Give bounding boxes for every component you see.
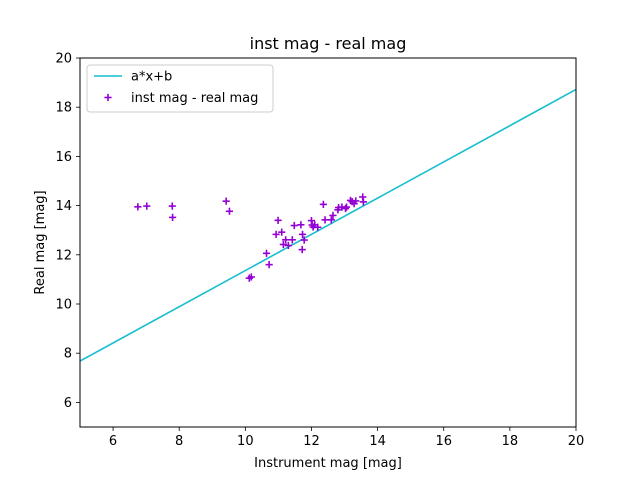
y-tick-label: 20 — [55, 52, 72, 67]
chart-title: inst mag - real mag — [250, 34, 407, 53]
data-point — [168, 213, 177, 222]
data-point — [297, 221, 305, 229]
x-tick-label: 14 — [369, 434, 386, 449]
data-point — [278, 228, 286, 236]
y-tick-label: 8 — [64, 347, 72, 362]
data-point — [298, 230, 307, 238]
data-point — [300, 236, 308, 244]
data-point — [288, 236, 296, 244]
y-tick-label: 12 — [55, 248, 72, 263]
x-axis-label: Instrument mag [mag] — [254, 456, 402, 471]
data-point — [290, 221, 298, 230]
x-tick-label: 20 — [568, 434, 585, 449]
data-point — [319, 200, 327, 208]
data-point — [225, 207, 234, 215]
legend: a*x+b inst mag - real mag — [86, 64, 274, 113]
x-tick-label: 18 — [502, 434, 519, 449]
data-point — [282, 236, 290, 244]
data-point — [284, 241, 292, 250]
data-point — [262, 249, 271, 257]
data-point — [321, 216, 329, 224]
data-point — [143, 202, 151, 210]
data-point — [272, 230, 280, 238]
legend-label-fit: a*x+b — [131, 70, 172, 85]
data-point — [359, 198, 367, 206]
y-tick-label: 6 — [64, 396, 72, 411]
data-point — [341, 204, 350, 213]
plot-frame — [79, 57, 577, 428]
fit-line — [80, 88, 576, 362]
x-tick-label: 16 — [435, 434, 452, 449]
x-tick-label: 10 — [237, 434, 254, 449]
x-tick-label: 12 — [303, 434, 320, 449]
y-tick-label: 10 — [55, 298, 72, 313]
data-point — [274, 216, 282, 224]
data-point — [279, 240, 287, 249]
y-tick-label: 16 — [55, 150, 72, 165]
axis-ticks: 6 8 10 12 14 16 18 20 6 8 10 12 14 16 18 20 — [55, 52, 584, 450]
y-tick-label: 14 — [55, 199, 72, 214]
y-axis-label: Real mag [mag] — [33, 190, 48, 294]
data-point — [168, 202, 176, 210]
data-point — [327, 216, 335, 224]
data-point — [329, 211, 337, 220]
legend-label-data: inst mag - real mag — [131, 91, 258, 106]
data-point — [342, 203, 351, 211]
legend-marker-swatch — [104, 93, 112, 102]
x-tick-label: 8 — [175, 434, 183, 449]
data-point — [222, 197, 230, 205]
data-point — [314, 223, 322, 231]
plot-area — [80, 88, 576, 362]
data-point — [247, 273, 255, 281]
data-point — [352, 197, 360, 205]
y-tick-label: 18 — [55, 101, 72, 116]
data-point — [134, 203, 142, 211]
data-point — [265, 261, 273, 269]
data-point — [298, 246, 306, 254]
legend-box — [86, 64, 274, 113]
x-tick-label: 6 — [109, 434, 117, 449]
